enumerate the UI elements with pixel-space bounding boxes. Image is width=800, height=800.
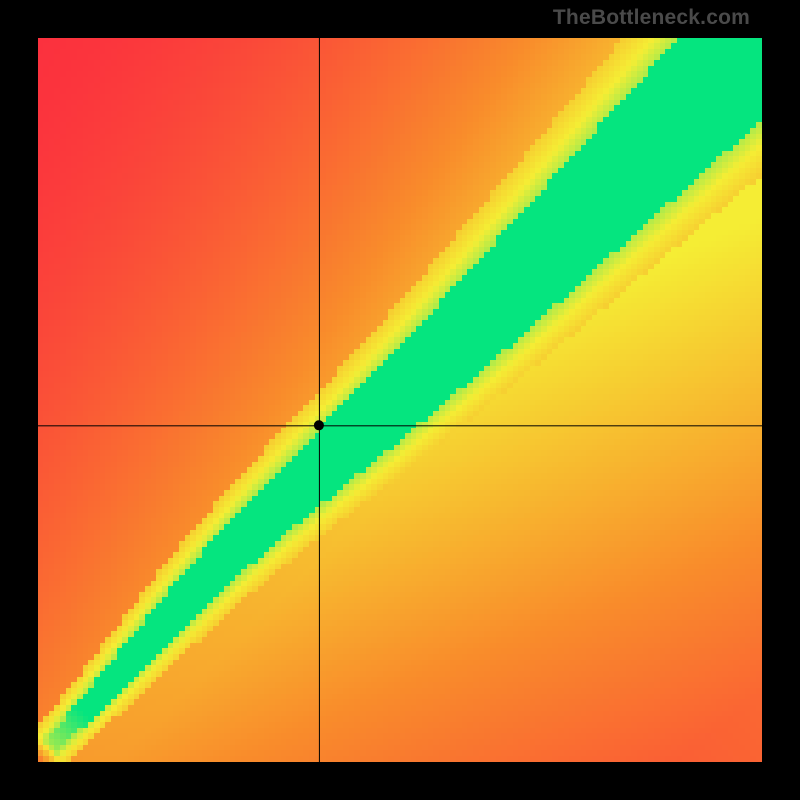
heatmap-canvas xyxy=(38,38,762,762)
heatmap-plot xyxy=(38,38,762,762)
watermark-text: TheBottleneck.com xyxy=(553,6,750,30)
